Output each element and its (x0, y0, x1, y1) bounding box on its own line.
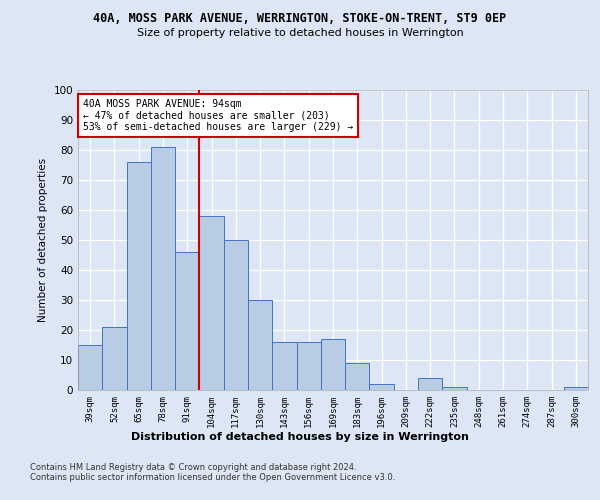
Bar (224, 240, 248, 390)
Text: Distribution of detached houses by size in Werrington: Distribution of detached houses by size … (131, 432, 469, 442)
Bar (564, 387, 588, 390)
Text: Size of property relative to detached houses in Werrington: Size of property relative to detached ho… (137, 28, 463, 38)
Bar (272, 342, 296, 390)
Text: Contains HM Land Registry data © Crown copyright and database right 2024.
Contai: Contains HM Land Registry data © Crown c… (30, 462, 395, 482)
Bar (102, 327, 127, 390)
Bar (151, 147, 175, 390)
Bar (321, 339, 345, 390)
Y-axis label: Number of detached properties: Number of detached properties (38, 158, 48, 322)
Bar (296, 342, 321, 390)
Text: 40A, MOSS PARK AVENUE, WERRINGTON, STOKE-ON-TRENT, ST9 0EP: 40A, MOSS PARK AVENUE, WERRINGTON, STOKE… (94, 12, 506, 26)
Bar (442, 387, 467, 390)
Bar (199, 216, 224, 390)
Bar (345, 363, 370, 390)
Bar (127, 162, 151, 390)
Bar (248, 300, 272, 390)
Text: 40A MOSS PARK AVENUE: 94sqm
← 47% of detached houses are smaller (203)
53% of se: 40A MOSS PARK AVENUE: 94sqm ← 47% of det… (83, 99, 353, 132)
Bar (418, 378, 442, 390)
Bar (370, 384, 394, 390)
Bar (175, 252, 199, 390)
Bar (78, 345, 102, 390)
